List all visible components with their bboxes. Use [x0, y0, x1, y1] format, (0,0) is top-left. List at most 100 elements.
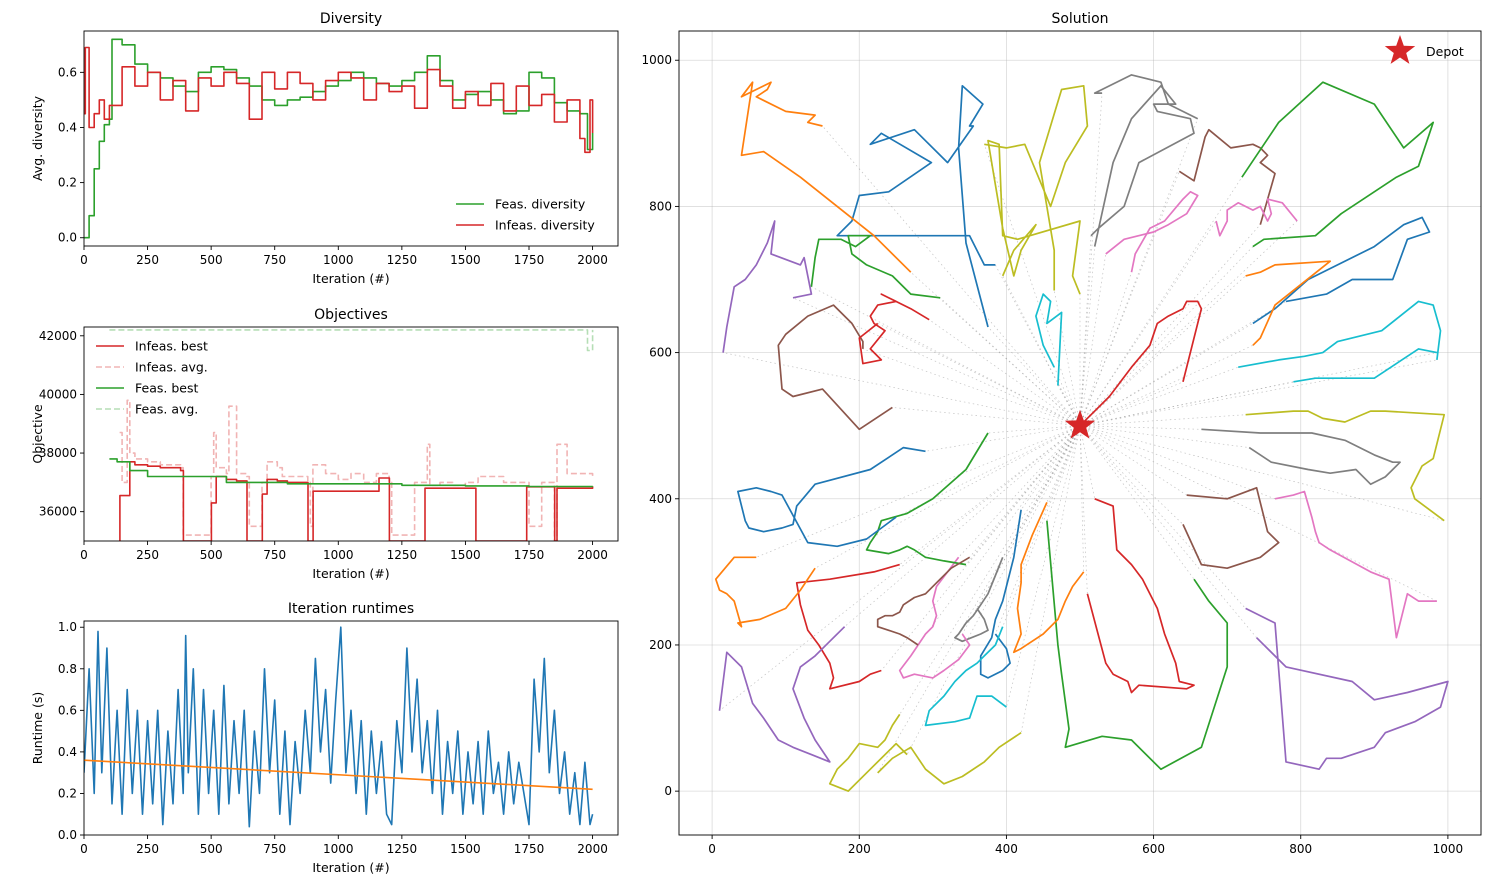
x-tick-label: 0	[80, 842, 88, 856]
route-0	[836, 84, 996, 328]
depot-link	[1053, 367, 1081, 426]
x-tick-label: 2000	[577, 842, 608, 856]
depot-link	[906, 425, 1081, 755]
depot-link	[1079, 425, 1195, 580]
y-tick-label: 200	[649, 638, 672, 652]
route-38	[828, 713, 908, 792]
series-line-3	[109, 329, 594, 352]
route-5	[858, 293, 930, 365]
legend-depot-star	[1384, 35, 1416, 64]
x-tick-label: 800	[1289, 842, 1312, 856]
ticks: 0 250 500 750 1000 1250 1500 1750 2000 0.0 0.2 0.4 0…	[58, 65, 608, 267]
legend: Infeas. best Infeas. avg. Feas. best Feas. …	[96, 339, 208, 417]
x-tick-label: 1500	[450, 842, 481, 856]
legend: Depot	[1384, 35, 1464, 64]
depot-link	[995, 425, 1081, 635]
route-20	[1245, 410, 1446, 522]
depot-link	[1079, 425, 1250, 448]
route-1	[740, 81, 912, 273]
route-31	[924, 626, 1007, 727]
x-tick-label: 0	[80, 548, 88, 562]
x-tick-label: 1000	[323, 842, 354, 856]
series-line-2	[109, 458, 594, 488]
legend-label: Depot	[1426, 44, 1464, 59]
x-tick-label: 1250	[387, 842, 418, 856]
x-tick-label: 1750	[514, 842, 545, 856]
depot-link	[928, 319, 1081, 426]
x-tick-label: 2000	[577, 253, 608, 267]
depot-link	[995, 264, 1081, 426]
route-24	[1245, 607, 1449, 771]
depot-link	[1079, 344, 1254, 427]
route-34	[795, 563, 900, 690]
route-30	[898, 556, 971, 679]
route-10	[1093, 74, 1199, 120]
y-tick-label: 0.2	[58, 176, 77, 190]
depot-link	[792, 297, 1081, 427]
legend-label: Infeas. diversity	[495, 218, 595, 233]
depot-link	[1079, 366, 1239, 427]
y-tick-label: 600	[649, 346, 672, 360]
depot-link	[1057, 385, 1081, 426]
depot-link	[1079, 224, 1261, 426]
depot-link	[844, 425, 1081, 627]
depot-link	[984, 144, 1081, 426]
y-tick-label: 0	[664, 784, 672, 798]
depot-link	[822, 125, 1081, 426]
y-tick-label: 40000	[39, 387, 77, 401]
chart-title: Solution	[1051, 11, 1108, 27]
legend: Feas. diversity Infeas. diversity	[456, 197, 595, 233]
x-tick-label: 1000	[323, 253, 354, 267]
series-line-1	[119, 399, 594, 541]
depot-link	[1079, 93, 1103, 426]
depot-link	[899, 425, 1081, 565]
x-tick-label: 0	[80, 253, 88, 267]
x-tick-label: 1500	[450, 253, 481, 267]
route-19	[1079, 300, 1203, 427]
y-tick-label: 1000	[641, 53, 672, 67]
y-tick-label: 0.6	[58, 65, 77, 79]
x-tick-label: 250	[136, 842, 159, 856]
depot-link	[1079, 381, 1184, 427]
x-tick-label: 250	[136, 253, 159, 267]
chart-title: Objectives	[314, 307, 388, 323]
route-26	[1086, 498, 1195, 694]
route-36	[714, 556, 816, 628]
depot-link	[1053, 290, 1081, 426]
route-18	[1293, 348, 1438, 383]
ticks: 0 250 500 750 1000 1250 1500 1750 2000 36000 38000…	[39, 329, 608, 562]
depot-link	[925, 425, 1081, 452]
x-tick-label: 2000	[577, 548, 608, 562]
route-11	[1105, 190, 1199, 273]
depot-link	[1079, 359, 1437, 427]
depot-link	[719, 425, 1081, 712]
y-axis-label: Runtime (s)	[30, 692, 45, 764]
diversity-panel: 0 250 500 750 1000 1250 1500 1750 2000 0.0 0.2 0.4 0…	[30, 11, 619, 286]
route-17	[1238, 300, 1442, 369]
depot-link	[899, 425, 1081, 715]
x-tick-label: 400	[995, 842, 1018, 856]
route-28	[979, 509, 1022, 679]
ticks: 0 250 500 750 1000 1250 1500 1750 2000 0.0 0.2 0.4 0…	[58, 620, 608, 856]
depot-link	[1079, 171, 1180, 426]
y-tick-label: 0.4	[58, 745, 77, 759]
depot-link	[1079, 414, 1246, 427]
route-39	[877, 731, 1022, 785]
solution-panel: 0 200 400 600 800 1000 0 200 400 600 800 1000 Soluti…	[641, 11, 1482, 856]
depot-link	[1079, 323, 1254, 426]
x-tick-label: 1000	[323, 548, 354, 562]
depot-connections	[719, 93, 1445, 774]
depot-link	[1002, 275, 1081, 426]
legend-label: Infeas. avg.	[135, 360, 208, 375]
depot-link	[1002, 425, 1081, 558]
depot-link	[811, 286, 1081, 427]
x-tick-label: 750	[263, 548, 286, 562]
y-tick-label: 36000	[39, 505, 77, 519]
x-tick-label: 500	[200, 253, 223, 267]
route-25	[1046, 520, 1229, 771]
x-axis-label: Iteration (#)	[312, 271, 389, 286]
route-4	[777, 304, 893, 431]
y-tick-label: 0.2	[58, 786, 77, 800]
x-tick-label: 0	[708, 842, 716, 856]
